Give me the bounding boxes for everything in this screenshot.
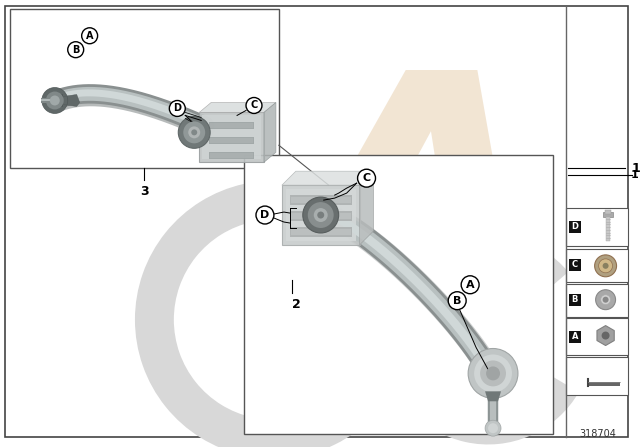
- Bar: [282, 185, 360, 245]
- Polygon shape: [63, 95, 80, 107]
- Circle shape: [82, 28, 98, 44]
- Text: B: B: [72, 45, 79, 55]
- Bar: [569, 221, 580, 233]
- Text: A: A: [466, 280, 474, 290]
- Bar: [566, 358, 627, 395]
- Circle shape: [448, 292, 466, 310]
- Circle shape: [485, 420, 501, 436]
- Bar: [210, 153, 253, 158]
- Circle shape: [468, 349, 518, 398]
- Text: C: C: [572, 260, 578, 269]
- Bar: [41, 99, 52, 102]
- Text: D: D: [260, 210, 269, 220]
- Text: C: C: [362, 173, 371, 183]
- Bar: [566, 318, 627, 355]
- Bar: [291, 213, 351, 219]
- Bar: [290, 211, 351, 221]
- Circle shape: [68, 42, 84, 58]
- Text: B: B: [572, 295, 578, 304]
- Bar: [569, 331, 580, 343]
- Bar: [566, 284, 627, 317]
- Bar: [210, 123, 253, 129]
- Circle shape: [308, 202, 333, 228]
- Bar: [569, 294, 580, 306]
- Circle shape: [191, 129, 197, 135]
- Polygon shape: [264, 103, 276, 162]
- Polygon shape: [588, 383, 620, 386]
- Circle shape: [596, 290, 616, 310]
- Text: D: D: [173, 103, 181, 113]
- Circle shape: [256, 206, 274, 224]
- Bar: [244, 155, 553, 434]
- Circle shape: [42, 87, 68, 113]
- Polygon shape: [485, 392, 501, 401]
- Circle shape: [602, 332, 609, 340]
- Circle shape: [170, 100, 185, 116]
- Circle shape: [480, 361, 506, 386]
- Circle shape: [183, 121, 205, 143]
- Polygon shape: [199, 103, 276, 112]
- Circle shape: [46, 91, 64, 109]
- Circle shape: [595, 255, 616, 277]
- Circle shape: [603, 263, 609, 269]
- Bar: [291, 229, 351, 235]
- Circle shape: [603, 297, 609, 303]
- Circle shape: [358, 169, 376, 187]
- Circle shape: [486, 366, 500, 380]
- Circle shape: [188, 126, 200, 138]
- Bar: [290, 227, 351, 237]
- Circle shape: [317, 211, 324, 219]
- Text: B: B: [453, 296, 461, 306]
- Text: A: A: [289, 59, 547, 382]
- Bar: [209, 138, 254, 144]
- Bar: [209, 152, 254, 159]
- Bar: [566, 208, 627, 246]
- Circle shape: [314, 208, 328, 222]
- Text: D: D: [572, 223, 578, 232]
- Bar: [41, 98, 52, 103]
- Polygon shape: [51, 94, 63, 108]
- Text: 3: 3: [140, 185, 148, 198]
- Text: 1: 1: [632, 162, 640, 175]
- Circle shape: [461, 276, 479, 294]
- Circle shape: [598, 259, 612, 273]
- Circle shape: [600, 295, 611, 305]
- Circle shape: [246, 98, 262, 113]
- Bar: [605, 210, 611, 214]
- Bar: [10, 9, 279, 168]
- Bar: [603, 212, 612, 217]
- Bar: [291, 197, 351, 203]
- Bar: [210, 138, 253, 143]
- Bar: [566, 249, 627, 282]
- Polygon shape: [360, 171, 374, 245]
- Text: 318704: 318704: [579, 429, 616, 439]
- Bar: [286, 189, 356, 241]
- Circle shape: [50, 95, 60, 105]
- Bar: [199, 112, 264, 162]
- Bar: [488, 395, 498, 425]
- Polygon shape: [597, 326, 614, 345]
- Bar: [569, 259, 580, 271]
- Bar: [605, 217, 609, 241]
- Circle shape: [488, 423, 498, 433]
- Circle shape: [179, 116, 210, 148]
- Circle shape: [303, 197, 339, 233]
- Bar: [209, 122, 254, 129]
- Bar: [202, 116, 261, 159]
- Bar: [290, 195, 351, 205]
- Text: C: C: [250, 100, 258, 111]
- Text: 1: 1: [630, 170, 638, 180]
- Bar: [490, 395, 496, 425]
- Text: 2: 2: [292, 298, 301, 311]
- Polygon shape: [282, 171, 374, 185]
- Text: A: A: [86, 31, 93, 41]
- Text: A: A: [572, 332, 578, 341]
- Circle shape: [474, 354, 512, 392]
